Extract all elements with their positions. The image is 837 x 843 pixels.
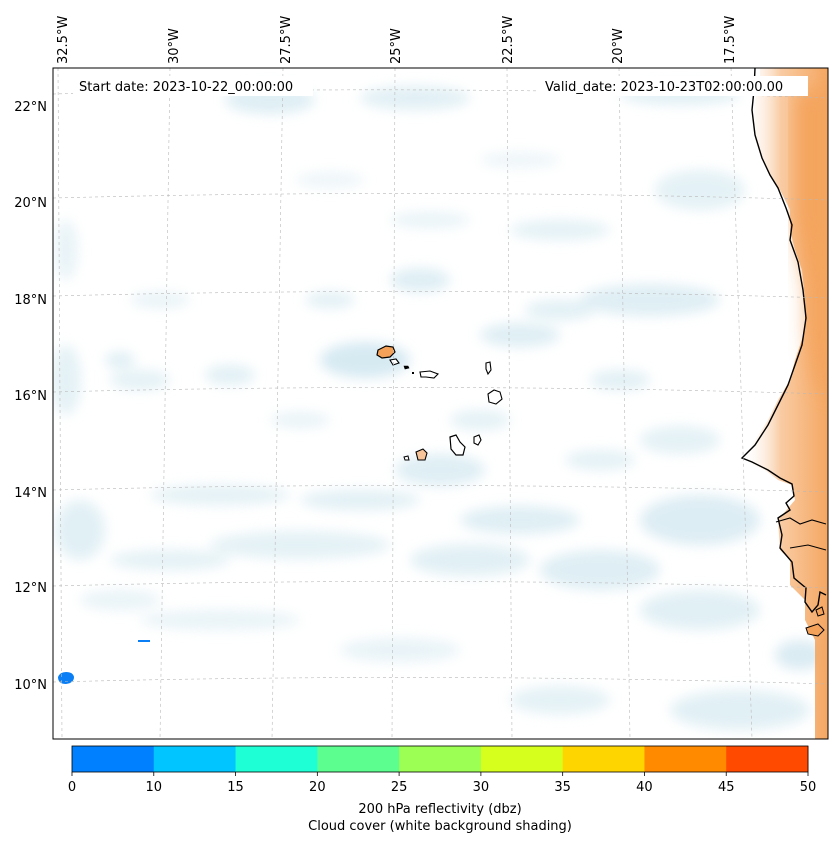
gambia-river-border: [775, 517, 827, 525]
gridline-lat: [53, 485, 828, 493]
gridline-lon: [159, 68, 171, 739]
colorbar-segment: [480, 746, 564, 772]
colorbar-tick-label: 35: [554, 780, 571, 795]
lon-label: 25°W: [389, 28, 404, 64]
gridline-lon: [730, 68, 753, 739]
map-content: Start date: 2023-10-22_00:00:00 Valid_da…: [53, 68, 828, 739]
start-date-label: Start date: 2023-10-22_00:00:00: [79, 80, 293, 95]
lat-label: 16°N: [14, 389, 47, 404]
colorbar-tick-label: 20: [309, 780, 326, 795]
island-santiago: [449, 434, 466, 456]
colorbar-segment: [399, 746, 482, 772]
colorbar-tick-label: 25: [391, 780, 408, 795]
cloud-cover-shading: [53, 85, 825, 730]
lon-label: 22.5°W: [501, 16, 516, 64]
gridline-lat: [53, 291, 828, 299]
colorbar-segment: [317, 746, 400, 772]
map-background: [53, 68, 828, 739]
island-maio: [473, 434, 482, 446]
colorbar-tick-label: 40: [636, 780, 653, 795]
colorbar-label-line2: Cloud cover (white background shading): [308, 819, 572, 834]
colorbar-tick-label: 10: [146, 780, 163, 795]
longitude-labels: 32.5°W 30°W 27.5°W 25°W 22.5°W 20°W 17.5…: [56, 16, 738, 64]
gridline-lon: [506, 68, 513, 739]
lat-label: 12°N: [14, 581, 47, 596]
island-sao-nicolau: [419, 370, 439, 379]
colorbar-frame: [71, 745, 809, 773]
gridline-lat: [53, 193, 828, 201]
island-sao-vicente: [389, 358, 400, 366]
gridline-lon: [391, 68, 396, 739]
gridline-lon: [271, 68, 284, 739]
colorbar-label-line1: 200 hPa reflectivity (dbz): [358, 802, 521, 817]
colorbar-tick-label: 50: [800, 780, 817, 795]
africa-coastline: [740, 68, 827, 614]
gridline-lat: [53, 387, 828, 395]
gridline-lon: [618, 68, 631, 739]
coastal-island: [815, 606, 825, 617]
lat-label: 20°N: [14, 196, 47, 211]
colorbar: 0 10 15 20 25 30 35 40 45 50 200 hPa reflectivity…: [68, 745, 816, 834]
colorbar-tick-label: 30: [473, 780, 490, 795]
lon-label: 20°W: [611, 28, 626, 64]
start-date-box: [73, 76, 313, 96]
colorbar-segment: [153, 746, 237, 772]
africa-land-core: [795, 90, 828, 400]
lat-label: 14°N: [14, 486, 47, 501]
bijagos-island: [805, 623, 825, 637]
lat-label: 10°N: [14, 678, 47, 693]
island-santa-luzia: [403, 365, 410, 370]
island-sal: [485, 361, 492, 376]
reflectivity-echo: [58, 672, 74, 684]
colorbar-segments: [72, 746, 809, 772]
island-santo-antao: [376, 345, 396, 359]
guinea-bissau-border: [789, 544, 827, 551]
lat-label: 18°N: [14, 293, 47, 308]
colorbar-segment: [235, 746, 318, 772]
valid-date-box: [539, 76, 808, 96]
island-brava: [403, 455, 410, 461]
colorbar-tick-label: 45: [718, 780, 735, 795]
colorbar-tick-label: 0: [68, 780, 76, 795]
lat-label: 22°N: [14, 100, 47, 115]
island-boa-vista: [487, 389, 503, 405]
latitude-labels: 22°N 20°N 18°N 16°N 14°N 12°N 10°N: [14, 100, 47, 693]
colorbar-tick-label: 15: [227, 780, 244, 795]
lon-label: 27.5°W: [279, 16, 294, 64]
colorbar-segment: [72, 746, 155, 772]
gridline-lat: [53, 581, 828, 589]
colorbar-segment: [726, 746, 809, 772]
reflectivity-echoes: [58, 640, 150, 684]
lon-label: 30°W: [167, 28, 182, 64]
cape-verde-islands: [376, 345, 503, 461]
map-frame: [52, 67, 829, 740]
lon-label: 17.5°W: [723, 16, 738, 64]
colorbar-segment: [562, 746, 645, 772]
island-fogo: [415, 448, 428, 461]
island-islet: [412, 372, 414, 374]
colorbar-ticks: 0 10 15 20 25 30 35 40 45 50: [68, 772, 816, 795]
lon-label: 32.5°W: [56, 16, 71, 64]
gridline-lat: [53, 677, 828, 685]
reflectivity-echo: [138, 640, 150, 642]
valid-date-label: Valid_date: 2023-10-23T02:00:00.00: [545, 80, 783, 95]
gridline-lon: [57, 68, 63, 739]
colorbar-segment: [644, 746, 727, 772]
